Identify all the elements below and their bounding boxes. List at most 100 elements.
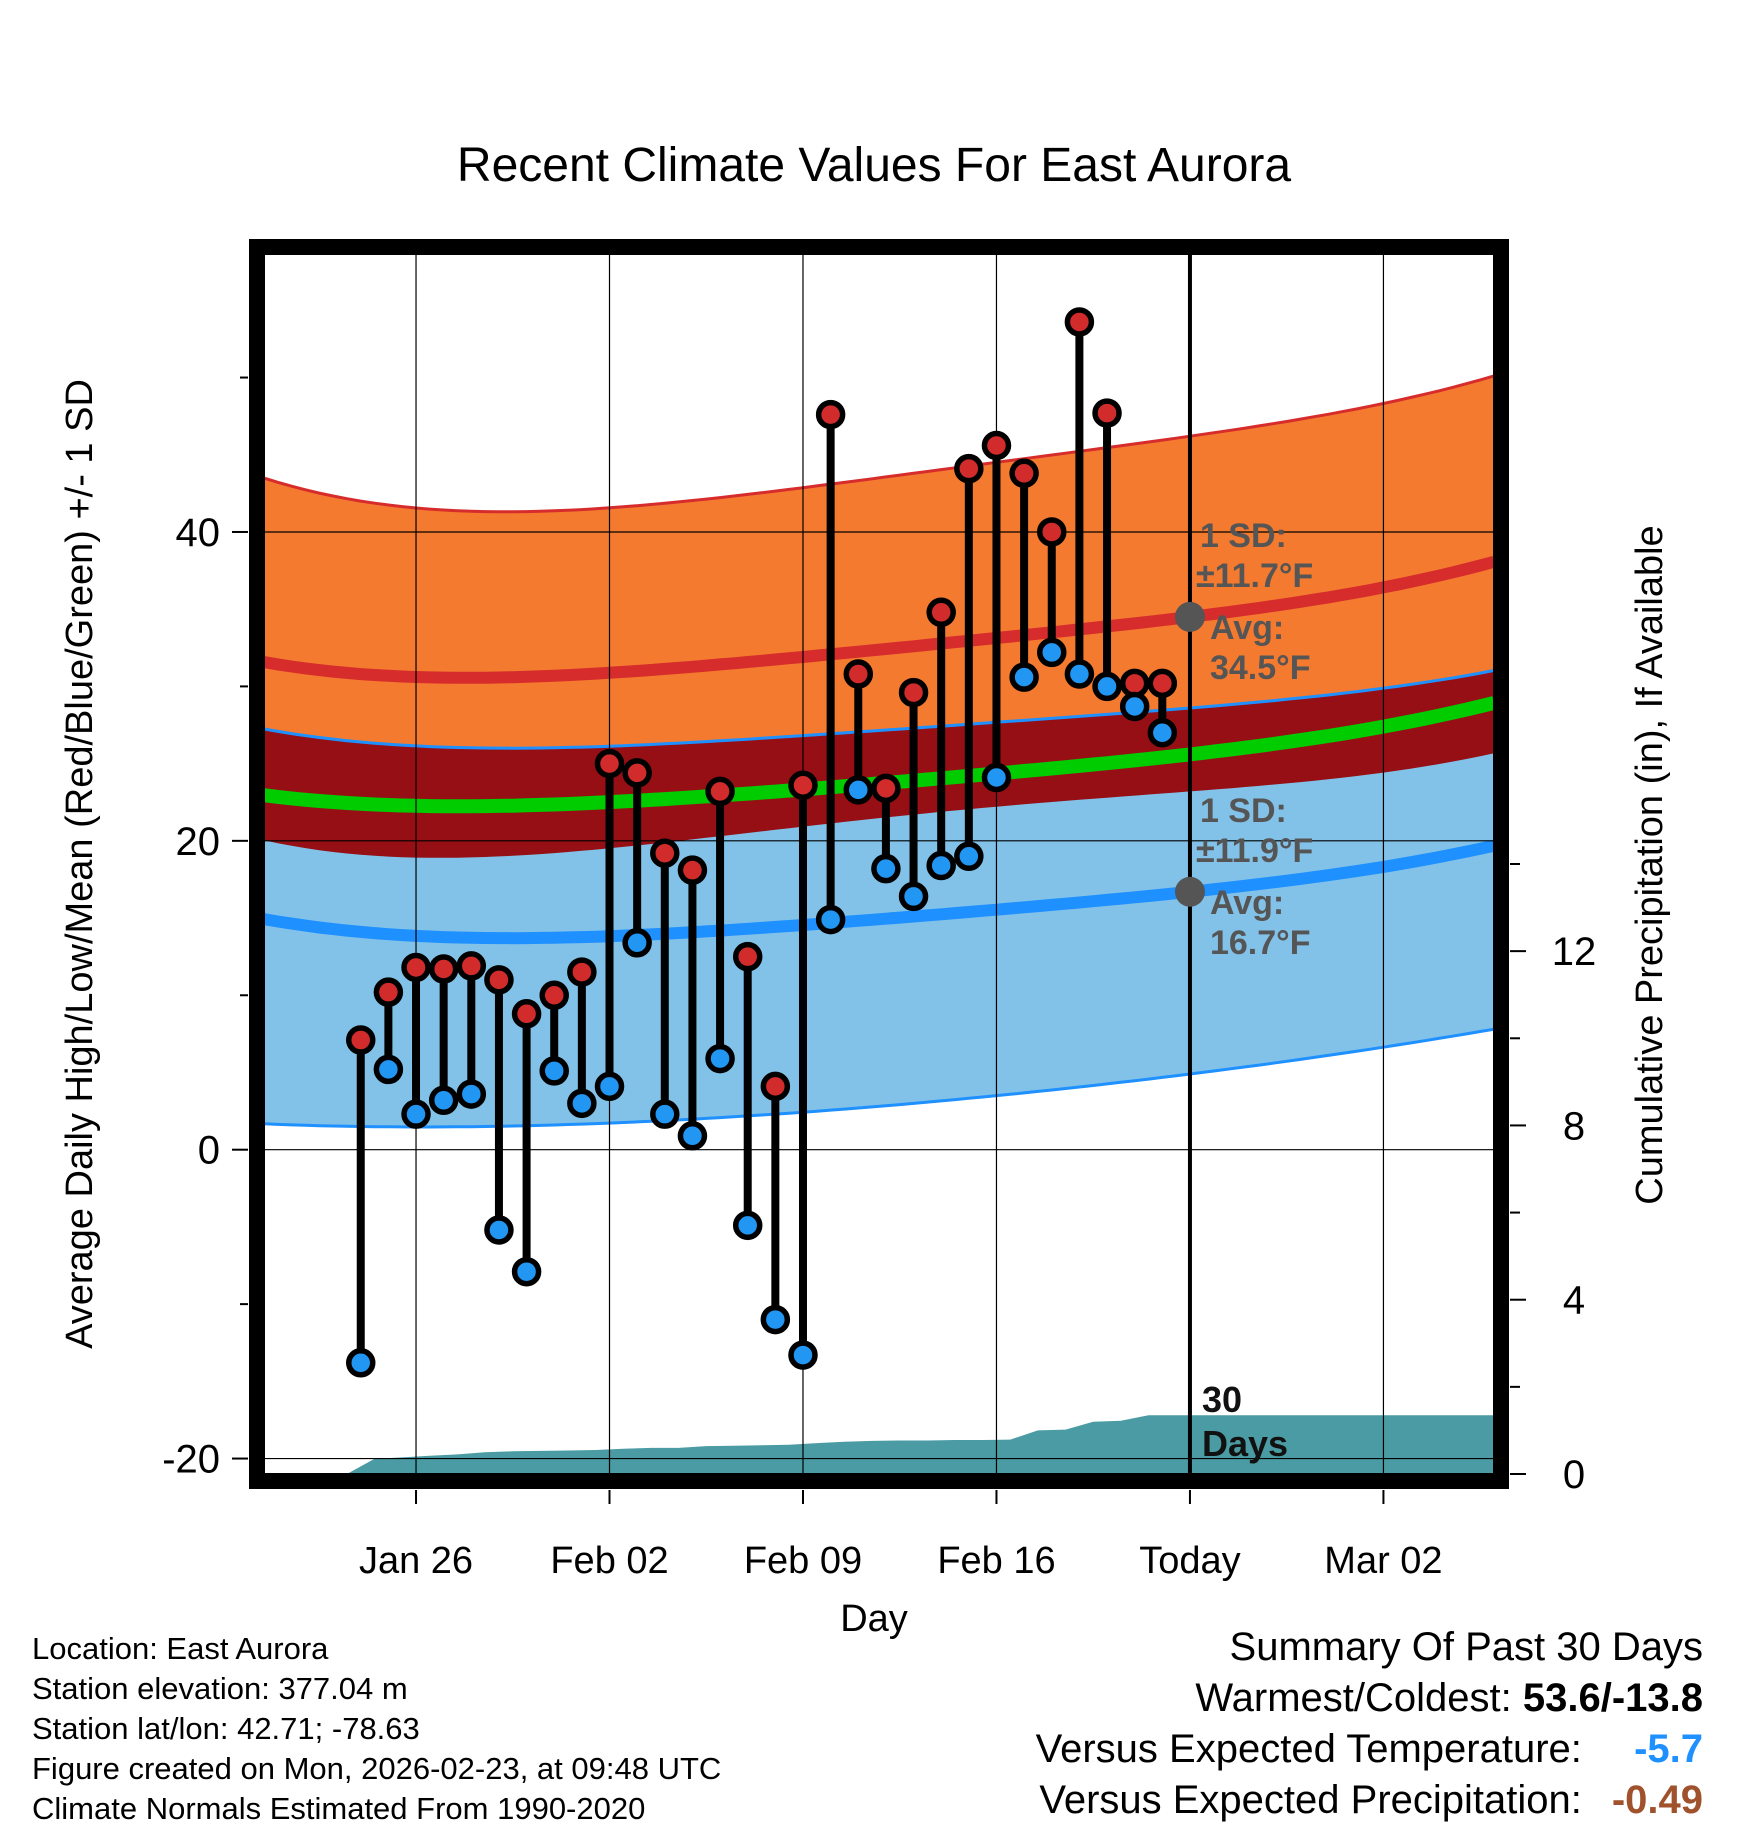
high-avg-line — [264, 556, 1494, 684]
obs-low-point — [484, 1215, 514, 1245]
obs-low-point — [511, 1256, 542, 1287]
obs-high-point — [788, 770, 818, 800]
obs-high-point — [1037, 517, 1067, 547]
obs-high-point — [843, 659, 874, 689]
y-axis-label: Average Daily High/Low/Mean (Red/Blue/Gr… — [59, 379, 101, 1349]
obs-high-point — [871, 773, 901, 804]
obs-high-point — [428, 954, 459, 984]
obs-high-point — [373, 977, 404, 1007]
summary-temp-value: -5.7 — [1634, 1727, 1703, 1771]
high-avg-value: 34.5°F — [1210, 649, 1311, 687]
obs-low-point — [815, 904, 846, 935]
low-avg-value: 16.7°F — [1210, 924, 1311, 962]
low-avg-line — [264, 839, 1494, 945]
obs-low-point — [926, 850, 956, 881]
obs-high-point — [622, 758, 652, 788]
y2-axis-label: Cumulative Precipitation (in), If Availa… — [1629, 525, 1671, 1204]
obs-low-point — [1147, 717, 1178, 748]
obs-high-point — [1064, 307, 1095, 337]
overlap-band — [264, 670, 1494, 858]
high-sd-label: 1 SD: — [1200, 517, 1287, 555]
window-label-30: 30 — [1202, 1379, 1242, 1420]
obs-low-point — [732, 1210, 763, 1241]
obs-low-point — [760, 1304, 791, 1335]
y-tick-label: 0 — [198, 1129, 220, 1173]
high-avg-today-marker — [1174, 601, 1205, 632]
obs-high-point — [926, 597, 956, 628]
obs-high-point — [732, 941, 763, 972]
obs-low-point — [898, 881, 929, 912]
obs-high-point — [954, 453, 984, 484]
y-tick-label: -20 — [162, 1438, 220, 1482]
low-avg-today-marker — [1174, 876, 1205, 907]
low-sd-upper-line — [264, 669, 1494, 750]
x-tick-label: Mar 02 — [1324, 1540, 1442, 1582]
low-avg-label: Avg: — [1210, 884, 1284, 922]
y2-tick-label: 8 — [1563, 1104, 1585, 1148]
info-elevation: Station elevation: 377.04 m — [32, 1671, 408, 1706]
obs-high-point — [1009, 458, 1039, 489]
summary-warm-cold-label: Warmest/Coldest: — [1195, 1676, 1512, 1720]
obs-high-point — [484, 965, 514, 995]
high-sd-upper-line — [264, 374, 1494, 514]
y2-tick-label: 0 — [1563, 1453, 1585, 1497]
info-normals: Climate Normals Estimated From 1990-2020 — [32, 1791, 646, 1826]
obs-high-point — [567, 957, 597, 987]
obs-low-point — [567, 1088, 597, 1119]
obs-low-point — [1037, 637, 1067, 668]
obs-high-point — [456, 951, 487, 981]
obs-low-point — [401, 1099, 431, 1129]
obs-high-point — [760, 1071, 791, 1102]
chart-title: Recent Climate Values For East Aurora — [457, 139, 1291, 192]
x-tick-label: Feb 02 — [550, 1540, 668, 1582]
y2-tick-label: 12 — [1552, 930, 1597, 974]
obs-low-point — [622, 928, 652, 958]
high-avg-label: Avg: — [1210, 609, 1284, 647]
obs-low-point — [871, 853, 901, 884]
window-label-days: Days — [1202, 1423, 1288, 1464]
obs-low-point — [456, 1079, 487, 1109]
summary-warm-cold-value: 53.6/-13.8 — [1522, 1676, 1703, 1720]
low-sd-label: 1 SD: — [1200, 792, 1287, 830]
obs-high-point — [1119, 668, 1150, 699]
info-location: Location: East Aurora — [32, 1631, 329, 1666]
obs-low-point — [1009, 662, 1039, 692]
summary-precip-value: -0.49 — [1611, 1778, 1703, 1822]
plot-frame — [249, 239, 1509, 1489]
obs-low-point — [428, 1085, 459, 1116]
summary-temp-label: Versus Expected Temperature: — [1035, 1727, 1582, 1771]
obs-high-point — [1092, 398, 1122, 428]
obs-high-point — [815, 399, 846, 430]
obs-low-point — [345, 1348, 376, 1378]
obs-low-point — [1092, 671, 1122, 702]
obs-high-point — [705, 776, 735, 807]
info-created: Figure created on Mon, 2026-02-23, at 09… — [32, 1751, 722, 1786]
obs-high-point — [539, 980, 569, 1011]
station-info: Location: East Aurora Station elevation:… — [32, 1629, 721, 1829]
obs-high-point — [345, 1025, 376, 1055]
obs-low-point — [650, 1099, 680, 1129]
obs-high-point — [650, 838, 680, 868]
x-tick-label: Jan 26 — [359, 1540, 473, 1582]
obs-low-point — [677, 1121, 708, 1151]
x-axis-label: Day — [840, 1598, 908, 1640]
obs-high-point — [1147, 668, 1178, 699]
obs-high-point — [594, 748, 625, 779]
summary-precip-label: Versus Expected Precipitation: — [1039, 1778, 1582, 1822]
low-sd-lower-line — [264, 1027, 1494, 1129]
obs-low-point — [539, 1056, 569, 1086]
x-tick-label: Feb 16 — [937, 1540, 1055, 1582]
obs-low-point — [981, 762, 1012, 793]
precip-area — [346, 1415, 1494, 1474]
obs-low-point — [1064, 659, 1095, 689]
obs-low-point — [954, 841, 984, 872]
high-sd-value: ±11.7°F — [1196, 557, 1313, 595]
x-tick-label: Feb 09 — [744, 1540, 862, 1582]
y-tick-label: 40 — [176, 511, 221, 555]
obs-high-point — [898, 677, 929, 708]
obs-high-point — [511, 999, 542, 1029]
obs-high-point — [981, 430, 1012, 461]
y-tick-label: 20 — [176, 820, 221, 864]
obs-low-point — [594, 1071, 625, 1102]
